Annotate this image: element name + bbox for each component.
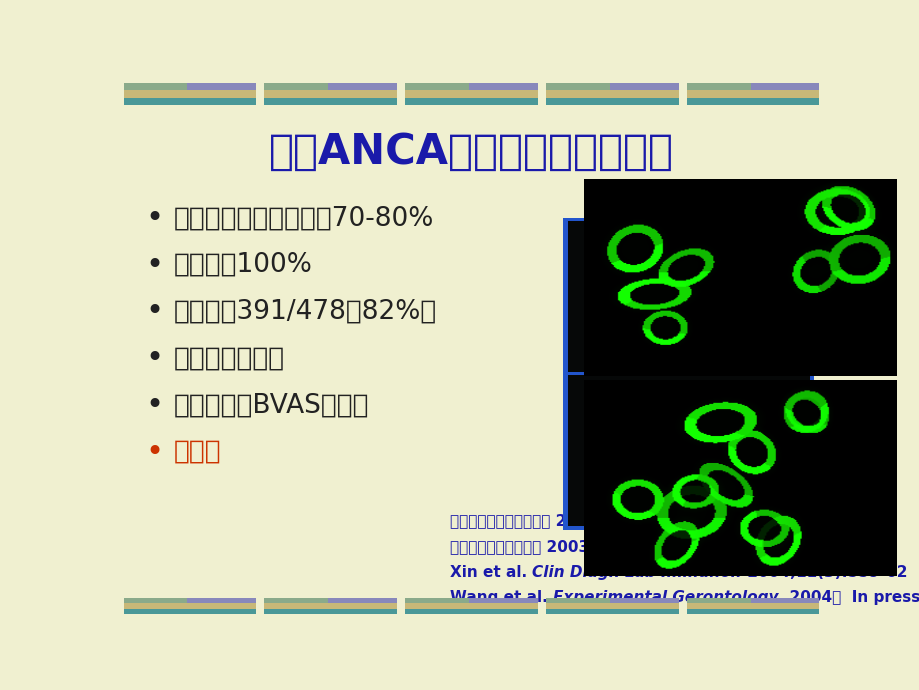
Text: •: • — [145, 391, 163, 420]
Bar — [750, 83, 819, 90]
Bar — [405, 598, 469, 604]
Bar — [686, 609, 819, 614]
Text: 2004，  In press: 2004， In press — [777, 590, 919, 605]
Text: Clin Diagn Lab Immunol.: Clin Diagn Lab Immunol. — [532, 564, 742, 580]
Bar — [686, 598, 750, 604]
Bar — [686, 90, 819, 98]
Bar — [187, 83, 255, 90]
Bar — [686, 604, 819, 609]
Bar — [264, 83, 327, 90]
Bar — [546, 83, 609, 90]
Bar — [187, 598, 255, 604]
Text: 治疗？: 治疗？ — [174, 439, 221, 465]
Bar — [405, 98, 537, 105]
Text: •: • — [145, 297, 163, 326]
Bar — [405, 604, 537, 609]
Text: Experimental Gerontology: Experimental Gerontology — [552, 590, 777, 605]
Bar — [686, 98, 819, 105]
Text: 显微镜下型多血管炎占70-80%: 显微镜下型多血管炎占70-80% — [174, 206, 434, 231]
Bar — [567, 221, 810, 373]
Text: 病情危重，BVAS积分高: 病情危重，BVAS积分高 — [174, 393, 369, 418]
Bar — [327, 83, 396, 90]
Bar — [562, 372, 813, 530]
Text: 辛岗等。中华风湿病杂志 2003;7(1):30-33: 辛岗等。中华风湿病杂志 2003;7(1):30-33 — [449, 513, 694, 529]
Text: 肾受累：100%: 肾受累：100% — [174, 252, 312, 278]
Text: Xin et al.: Xin et al. — [449, 564, 532, 580]
Bar — [609, 83, 678, 90]
Bar — [264, 90, 396, 98]
Bar — [546, 604, 678, 609]
Bar — [264, 609, 396, 614]
Text: 绝大多数误漏诊: 绝大多数误漏诊 — [174, 346, 284, 371]
Bar — [123, 609, 255, 614]
Bar — [546, 90, 678, 98]
Bar — [567, 375, 810, 526]
Text: 于峰等。中华儿科杂志 2003;41(11):831-834: 于峰等。中华儿科杂志 2003;41(11):831-834 — [449, 539, 727, 554]
Bar — [405, 609, 537, 614]
Text: 2004;11(3):559-62: 2004;11(3):559-62 — [742, 564, 907, 580]
Bar — [123, 83, 187, 90]
Bar — [405, 83, 469, 90]
Bar — [609, 598, 678, 604]
Bar — [469, 83, 537, 90]
Bar — [469, 598, 537, 604]
Text: •: • — [145, 204, 163, 233]
Text: •: • — [145, 250, 163, 279]
Bar — [123, 90, 255, 98]
Text: •: • — [145, 344, 163, 373]
Bar — [123, 598, 187, 604]
Bar — [327, 598, 396, 604]
Bar — [264, 604, 396, 609]
Bar — [546, 609, 678, 614]
Bar — [546, 598, 609, 604]
Bar — [264, 598, 327, 604]
Text: •: • — [145, 437, 163, 466]
Text: 肺受累：391/478（82%）: 肺受累：391/478（82%） — [174, 299, 437, 325]
Text: Wang et al.: Wang et al. — [449, 590, 552, 605]
Text: 我国ANCA相关小血管炎的特点: 我国ANCA相关小血管炎的特点 — [268, 131, 674, 173]
Bar — [686, 83, 750, 90]
Bar — [562, 218, 813, 375]
Bar — [546, 98, 678, 105]
Bar — [750, 598, 819, 604]
Bar — [123, 98, 255, 105]
Bar — [405, 90, 537, 98]
Bar — [264, 98, 396, 105]
Bar — [123, 604, 255, 609]
